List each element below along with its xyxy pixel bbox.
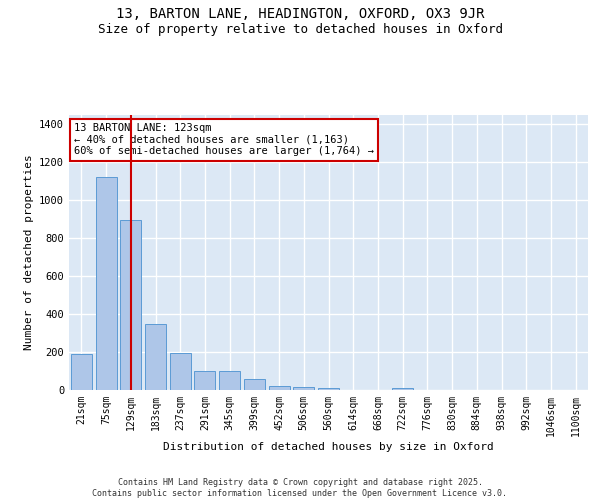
Bar <box>244 378 265 390</box>
Bar <box>95 176 116 390</box>
Bar <box>71 354 92 390</box>
Text: 13 BARTON LANE: 123sqm
← 40% of detached houses are smaller (1,163)
60% of semi-: 13 BARTON LANE: 123sqm ← 40% of detached… <box>74 123 374 156</box>
Bar <box>392 388 413 390</box>
Bar <box>293 386 314 390</box>
Bar <box>120 220 141 390</box>
Text: 13, BARTON LANE, HEADINGTON, OXFORD, OX3 9JR: 13, BARTON LANE, HEADINGTON, OXFORD, OX3… <box>116 8 484 22</box>
Bar <box>145 324 166 390</box>
Bar <box>170 353 191 390</box>
Text: Contains HM Land Registry data © Crown copyright and database right 2025.
Contai: Contains HM Land Registry data © Crown c… <box>92 478 508 498</box>
Text: Size of property relative to detached houses in Oxford: Size of property relative to detached ho… <box>97 22 503 36</box>
Bar <box>269 386 290 390</box>
X-axis label: Distribution of detached houses by size in Oxford: Distribution of detached houses by size … <box>163 442 494 452</box>
Y-axis label: Number of detached properties: Number of detached properties <box>23 154 34 350</box>
Bar <box>219 371 240 390</box>
Bar <box>194 371 215 390</box>
Bar <box>318 388 339 390</box>
